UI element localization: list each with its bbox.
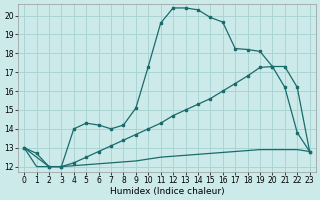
X-axis label: Humidex (Indice chaleur): Humidex (Indice chaleur) (109, 187, 224, 196)
